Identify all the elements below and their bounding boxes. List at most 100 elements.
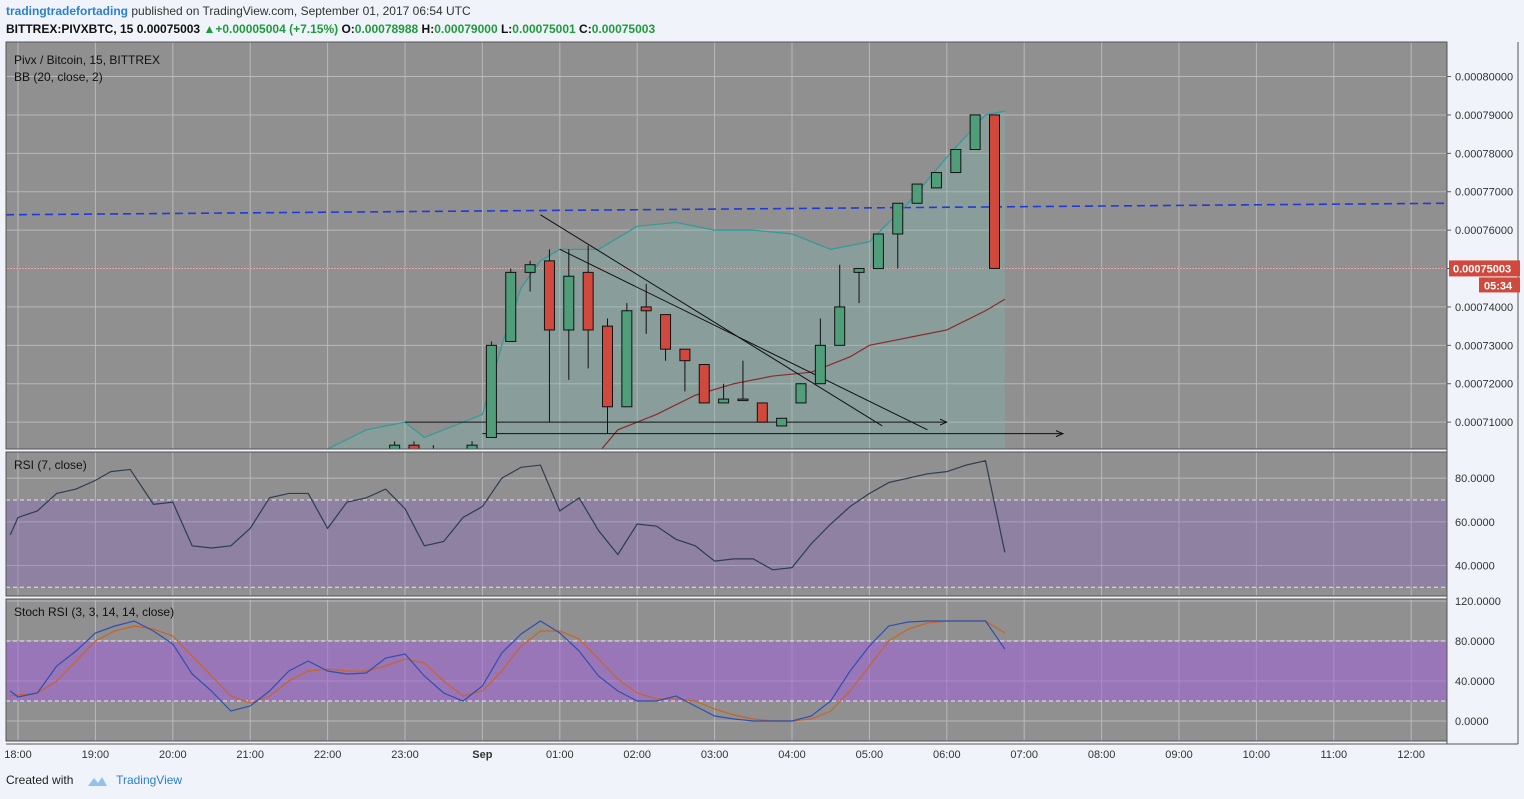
y-tick-label: 0.00077000 bbox=[1455, 187, 1513, 199]
publish-info: published on TradingView.com, September … bbox=[131, 4, 471, 18]
candle[interactable] bbox=[427, 445, 439, 460]
x-tick-label: Sep bbox=[472, 749, 492, 761]
candle-body-up bbox=[795, 383, 807, 404]
candle[interactable] bbox=[795, 383, 807, 404]
candle-body-down bbox=[698, 364, 710, 404]
candle[interactable] bbox=[485, 341, 497, 438]
stoch-tick-label: 80.0000 bbox=[1455, 636, 1495, 648]
candle[interactable] bbox=[853, 268, 865, 304]
candle[interactable] bbox=[930, 172, 942, 189]
candle-body-up bbox=[621, 310, 633, 408]
rsi-pane[interactable] bbox=[6, 452, 1447, 596]
candle[interactable] bbox=[872, 233, 884, 270]
candle[interactable] bbox=[737, 360, 749, 402]
candle[interactable] bbox=[834, 264, 846, 346]
x-tick-label: 12:00 bbox=[1397, 749, 1425, 761]
x-tick-label: 07:00 bbox=[1010, 749, 1038, 761]
open-label: O: bbox=[341, 22, 355, 36]
candle[interactable] bbox=[621, 303, 633, 408]
horizontal-trendline[interactable] bbox=[6, 202, 1447, 216]
last-price-badge bbox=[1449, 260, 1520, 277]
x-tick-label: 06:00 bbox=[933, 749, 961, 761]
falling-wedge-line[interactable] bbox=[540, 214, 883, 427]
x-tick-label: 04:00 bbox=[778, 749, 806, 761]
candle[interactable] bbox=[698, 364, 710, 404]
falling-wedge-line[interactable] bbox=[559, 248, 928, 431]
candle-body-down bbox=[640, 306, 652, 312]
candle[interactable] bbox=[776, 417, 788, 427]
x-tick-label: 19:00 bbox=[82, 749, 110, 761]
candle[interactable] bbox=[640, 283, 652, 334]
candle[interactable] bbox=[756, 402, 768, 423]
stoch-plot bbox=[9, 620, 1006, 722]
candle-body-down bbox=[602, 325, 613, 408]
candle-body-down bbox=[660, 314, 672, 350]
rsi-tick-label: 80.0000 bbox=[1455, 473, 1495, 485]
candle[interactable] bbox=[950, 149, 962, 174]
up-arrow-icon: ▲ bbox=[203, 22, 216, 36]
candle-body-up bbox=[969, 114, 981, 151]
created-with-label: Created with bbox=[6, 773, 74, 787]
low-label: L: bbox=[500, 22, 513, 36]
candle-body-up bbox=[872, 233, 884, 270]
price-plot bbox=[6, 110, 1447, 460]
bb-upper-line bbox=[327, 110, 1005, 449]
candle-body-up bbox=[892, 202, 904, 235]
rsi-tick-label: 40.0000 bbox=[1455, 560, 1495, 572]
candle[interactable] bbox=[543, 249, 555, 423]
candle-body-down bbox=[582, 271, 594, 331]
bb-indicator-label: BB (20, close, 2) bbox=[14, 70, 103, 84]
chart-title: Pivx / Bitcoin, 15, BITTREX bbox=[14, 53, 160, 67]
candle[interactable] bbox=[679, 348, 691, 392]
candle[interactable] bbox=[524, 260, 536, 292]
candle[interactable] bbox=[814, 318, 826, 385]
x-tick-label: 09:00 bbox=[1165, 749, 1193, 761]
tradingview-logo-icon bbox=[87, 776, 107, 786]
x-tick-label: 18:00 bbox=[4, 749, 32, 761]
open-value: 0.00078988 bbox=[354, 22, 419, 36]
candle[interactable] bbox=[718, 383, 730, 404]
price-pane[interactable] bbox=[6, 42, 1447, 449]
x-tick-label: 22:00 bbox=[314, 749, 342, 761]
x-tick-label: 01:00 bbox=[546, 749, 574, 761]
candle[interactable] bbox=[505, 268, 517, 342]
stoch-tick-label: 40.0000 bbox=[1455, 676, 1495, 688]
stoch-tick-label: 0.0000 bbox=[1455, 716, 1489, 728]
y-tick-label: 0.00073000 bbox=[1455, 340, 1513, 352]
candle-body-down bbox=[543, 260, 555, 331]
rsi-plot bbox=[9, 460, 1006, 571]
x-tick-label: 10:00 bbox=[1243, 749, 1271, 761]
x-tick-label: 08:00 bbox=[1088, 749, 1116, 761]
bb-basis-line bbox=[600, 298, 1006, 449]
high-label: H: bbox=[421, 22, 435, 36]
candle-body-up bbox=[853, 268, 865, 273]
change-value: +0.00005004 (+7.15%) bbox=[215, 22, 339, 36]
low-value: 0.00075001 bbox=[512, 22, 576, 36]
tradingview-brand-link[interactable]: TradingView bbox=[116, 773, 183, 787]
candle-body-up bbox=[776, 417, 788, 427]
candle-body-up bbox=[814, 344, 826, 385]
candle[interactable] bbox=[660, 314, 672, 361]
candle-body-down bbox=[756, 402, 768, 423]
close-value: 0.00075003 bbox=[591, 22, 656, 36]
rsi-title: RSI (7, close) bbox=[14, 458, 87, 472]
candle[interactable] bbox=[989, 114, 1000, 269]
countdown-badge bbox=[1479, 277, 1520, 293]
candle-body-up bbox=[930, 172, 942, 189]
candle-body-down bbox=[989, 114, 1000, 269]
candle[interactable] bbox=[563, 249, 575, 380]
candle-body-up bbox=[485, 344, 497, 438]
candle[interactable] bbox=[892, 202, 904, 269]
x-tick-label: 02:00 bbox=[623, 749, 651, 761]
rsi-tick-label: 60.0000 bbox=[1455, 517, 1495, 529]
symbol-label: BITTREX:PIVXBTC, 15 bbox=[6, 22, 134, 36]
y-tick-label: 0.00074000 bbox=[1455, 302, 1513, 314]
candle[interactable] bbox=[969, 114, 981, 151]
high-value: 0.00079000 bbox=[434, 22, 498, 36]
candle[interactable] bbox=[911, 183, 923, 204]
candle[interactable] bbox=[602, 318, 613, 434]
y-tick-label: 0.00076000 bbox=[1455, 225, 1513, 237]
author-link[interactable]: tradingtradefortading bbox=[6, 4, 128, 18]
candle[interactable] bbox=[582, 245, 594, 369]
